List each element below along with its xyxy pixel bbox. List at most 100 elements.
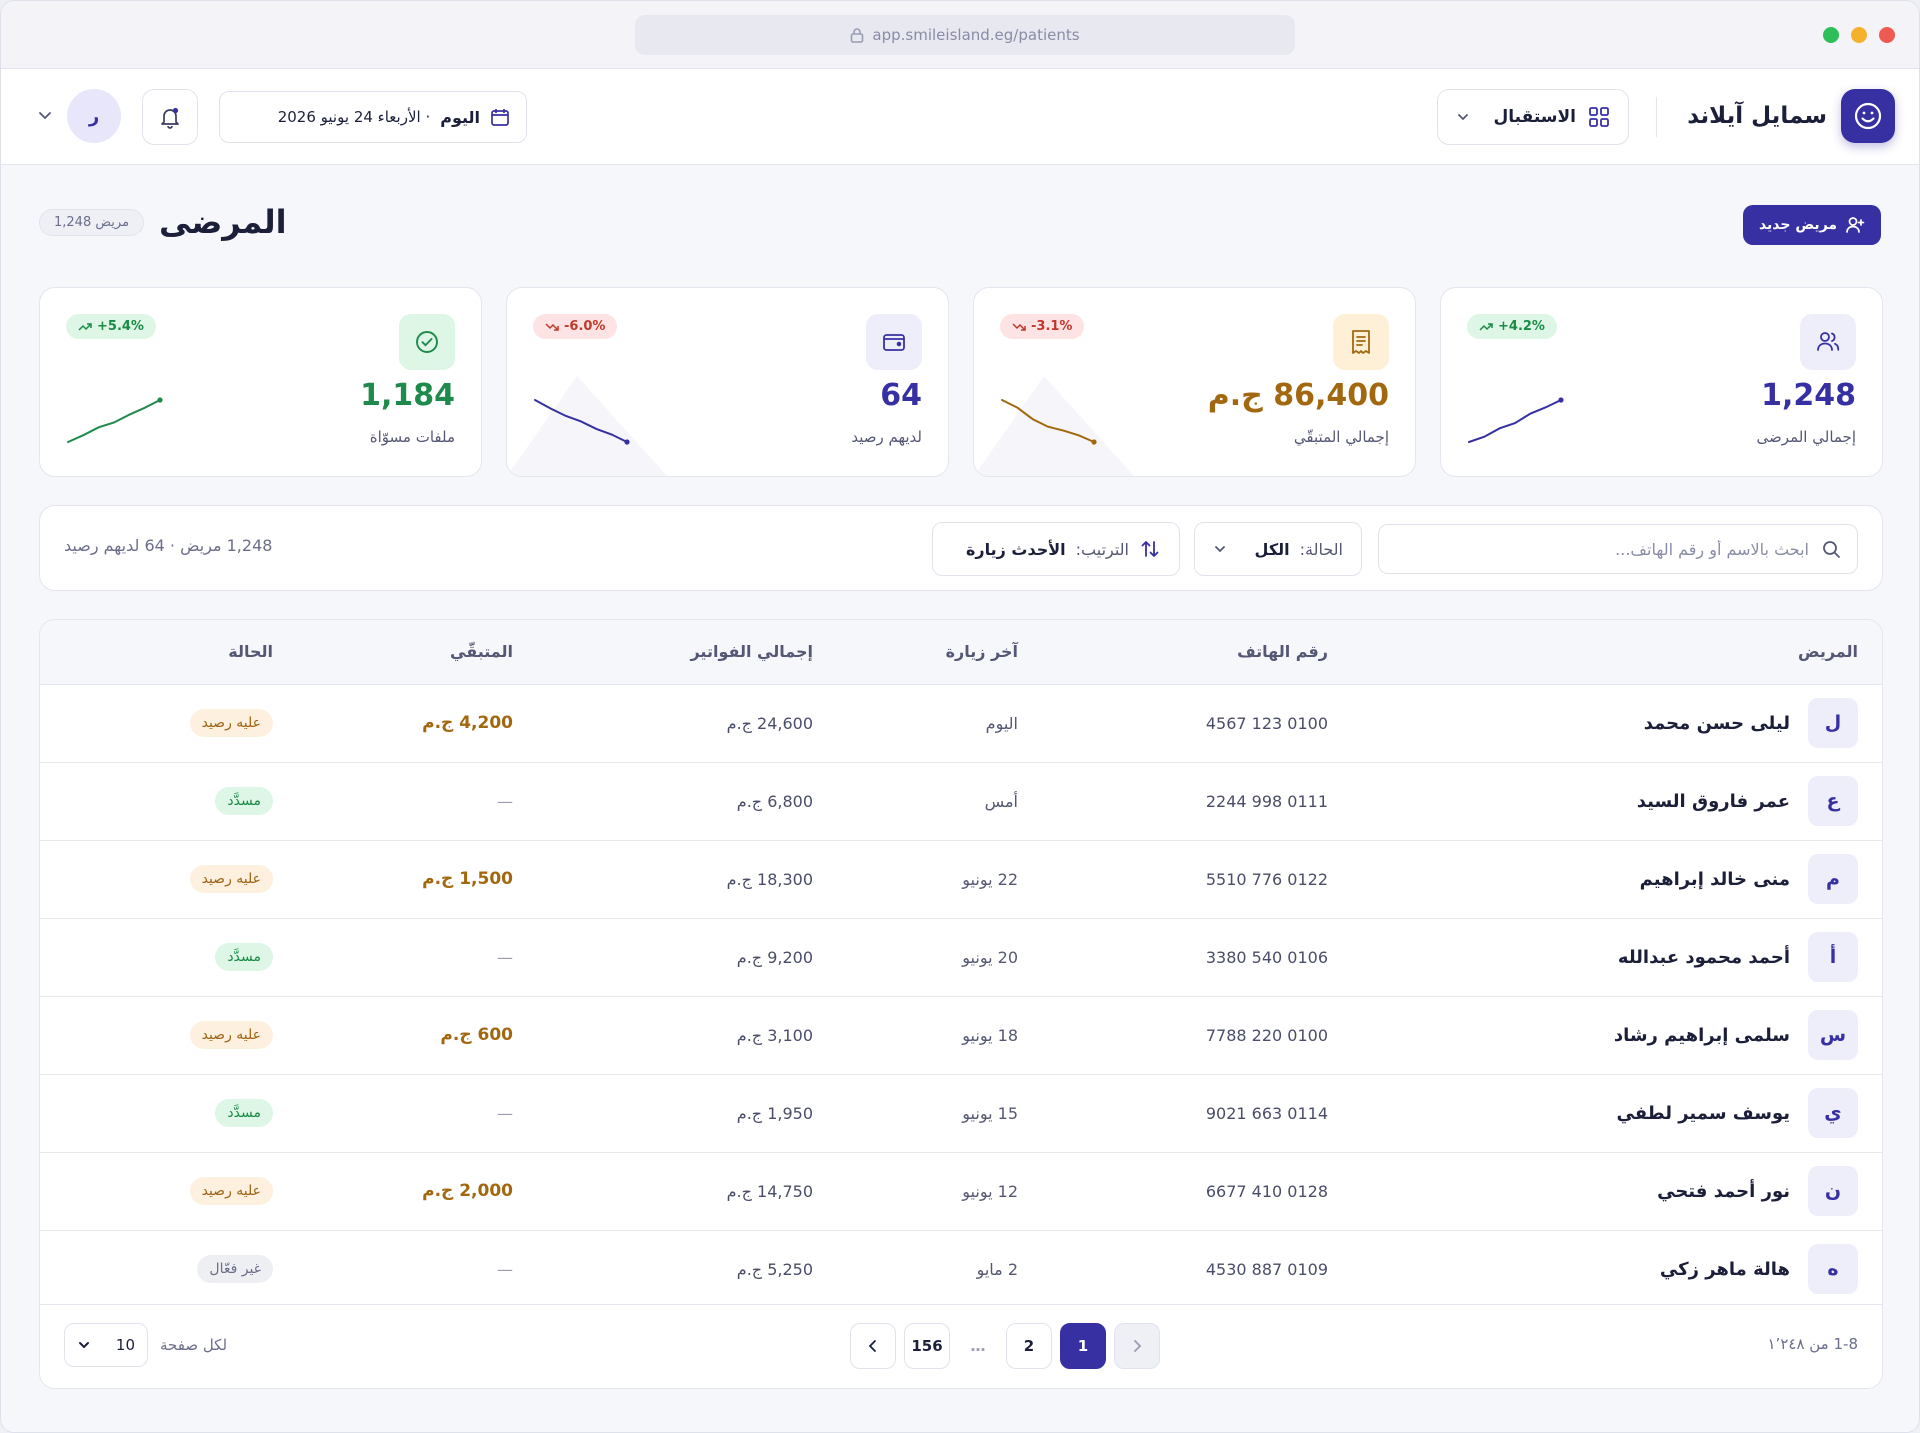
column-header-phone[interactable]: رقم الهاتف [1042, 620, 1352, 685]
page-title: المرضى [159, 203, 287, 241]
table-row[interactable]: أ أحمد محمود عبدالله 0106 540 3380 20 يونيو… [40, 918, 1882, 996]
stat-card-with-balance[interactable]: 64 لديهم رصيد -6.0% [506, 287, 949, 477]
trend-down-icon [1012, 322, 1026, 331]
patient-name[interactable]: هالة ماهر زكي [1659, 1258, 1790, 1280]
patient-name[interactable]: أحمد محمود عبدالله [1617, 946, 1790, 968]
window-controls [1823, 27, 1895, 43]
stat-label: إجمالي المتبقّي [1293, 428, 1389, 446]
table-row[interactable]: ه هالة ماهر زكي 0109 887 4530 2 مايو 5,250 ج… [40, 1230, 1882, 1308]
sparkline-path [534, 399, 628, 443]
patient-phone: 0109 887 4530 [1205, 1259, 1328, 1279]
per-page-select[interactable]: 10 [64, 1323, 148, 1367]
chevron-down-icon[interactable] [37, 107, 53, 123]
status-filter[interactable]: الحالة: الكل [1194, 522, 1362, 576]
chevron-down-icon [1215, 546, 1225, 553]
status-badge: مسدَّد [215, 1099, 273, 1127]
trend-up-icon [78, 322, 92, 331]
pagination: 156 … 2 1 [850, 1323, 1160, 1369]
patient-initial-avatar: أ [1808, 932, 1858, 982]
search-icon [1823, 541, 1840, 558]
status-filter-key: الحالة: [1299, 539, 1343, 559]
stat-change: -6.0% [564, 319, 606, 334]
status-badge: عليه رصيد [189, 865, 273, 893]
page-button-2[interactable]: 2 [1006, 1323, 1052, 1369]
patient-initial-avatar: ن [1808, 1166, 1858, 1216]
patient-total: 14,750 ج.م [726, 1181, 813, 1201]
patient-name[interactable]: نور أحمد فتحي [1657, 1180, 1790, 1202]
table-row[interactable]: س سلمى إبراهيم رشاد 0100 220 7788 18 يونيو 3… [40, 996, 1882, 1074]
next-page-button[interactable] [850, 1323, 896, 1369]
sparkline-with-balance [534, 399, 630, 445]
avatar[interactable]: ر [67, 89, 121, 143]
minimize-dot[interactable] [1851, 27, 1867, 43]
patient-name[interactable]: عمر فاروق السيد [1636, 790, 1790, 812]
browser-chrome: app.smileisland.eg/patients [1, 1, 1919, 69]
patient-total: 6,800 ج.م [736, 791, 813, 811]
address-bar[interactable]: app.smileisland.eg/patients [635, 15, 1295, 55]
status-badge: عليه رصيد [189, 709, 273, 737]
prev-page-button[interactable] [1114, 1323, 1160, 1369]
column-header-status[interactable]: الحالة [40, 620, 297, 685]
patient-total: 9,200 ج.م [736, 947, 813, 967]
brand[interactable]: سمايل آيلاند [1687, 89, 1895, 143]
table-row[interactable]: ي يوسف سمير لطفي 0114 663 9021 15 يونيو 1,95… [40, 1074, 1882, 1152]
column-header-last-visit[interactable]: آخر زيارة [837, 620, 1042, 685]
sort-control[interactable]: الترتيب: الأحدث زيارة [932, 522, 1180, 576]
stat-change-badge: -3.1% [1000, 314, 1085, 339]
close-dot[interactable] [1879, 27, 1895, 43]
users-icon [1800, 314, 1856, 370]
date-display[interactable]: اليوم · الأربعاء 24 يونيو 2026 [219, 91, 527, 143]
patient-initial-avatar: س [1808, 1010, 1858, 1060]
table-row[interactable]: ع عمر فاروق السيد 0111 998 2244 أمس 6,800 ج.… [40, 762, 1882, 840]
stat-value: 1,184 [360, 378, 455, 413]
lock-icon [851, 28, 864, 43]
column-header-patient[interactable]: المريض [1352, 620, 1882, 685]
table-row[interactable]: ن نور أحمد فتحي 0128 410 6677 12 يونيو 14,75… [40, 1152, 1882, 1230]
table-body: ل ليلى حسن محمد 0100 123 4567 اليوم 24,600 ج… [40, 684, 1882, 1308]
patient-initial: أ [1829, 946, 1837, 968]
column-header-due[interactable]: المتبقّي [297, 620, 537, 685]
patient-phone: 0100 220 7788 [1205, 1025, 1328, 1045]
patient-due: — [497, 947, 513, 967]
check-circle-icon [399, 314, 455, 370]
page-button-1[interactable]: 1 [1060, 1323, 1106, 1369]
status-badge: مسدَّد [215, 787, 273, 815]
maximize-dot[interactable] [1823, 27, 1839, 43]
sort-value: الأحدث زيارة [965, 539, 1066, 559]
patient-last-visit: 12 يونيو [962, 1181, 1018, 1201]
column-header-total[interactable]: إجمالي الفواتير [537, 620, 837, 685]
patient-initial: ع [1826, 790, 1840, 812]
patient-initial-avatar: ه [1808, 1244, 1858, 1294]
patient-due: 4,200 ج.م [422, 713, 513, 733]
app-header: سمايل آيلاند الاستقبال اليوم · الأربعاء … [1, 69, 1919, 165]
stat-card-total-due[interactable]: 86,400 ج.م إجمالي المتبقّي -3.1% [973, 287, 1416, 477]
stat-value: 86,400 ج.م [1207, 378, 1389, 413]
table-row[interactable]: ل ليلى حسن محمد 0100 123 4567 اليوم 24,600 ج… [40, 684, 1882, 762]
patient-initial: م [1826, 868, 1840, 890]
page-title-row: مريض جديد [39, 201, 1881, 249]
page-button-156[interactable]: 156 [904, 1323, 950, 1369]
patient-due: 600 ج.م [440, 1025, 513, 1045]
role-switcher[interactable]: الاستقبال [1437, 89, 1629, 145]
new-patient-button[interactable]: مريض جديد [1743, 205, 1881, 245]
patient-name[interactable]: يوسف سمير لطفي [1616, 1102, 1791, 1124]
pagination-range: 1-8 من ١٬٢٤٨ [1767, 1335, 1859, 1353]
search-input[interactable] [1395, 539, 1809, 559]
patient-name[interactable]: منى خالد إبراهيم [1639, 868, 1790, 890]
patient-initial: ن [1824, 1180, 1842, 1202]
stat-card-settled-files[interactable]: 1,184 ملفات مسوّاة +5.4% [39, 287, 482, 477]
chevron-down-icon [79, 1342, 89, 1349]
stat-card-total-patients[interactable]: 1,248 إجمالي المرضى +4.2% [1440, 287, 1883, 477]
stat-change: +4.2% [1498, 319, 1545, 334]
page-title-group: المرضى 1,248 مريض [39, 201, 299, 249]
filter-summary: 1,248 مريض · 64 لديهم رصيد [64, 536, 273, 555]
patient-last-visit: أمس [984, 791, 1018, 811]
status-badge: عليه رصيد [189, 1177, 273, 1205]
patient-name[interactable]: ليلى حسن محمد [1643, 712, 1790, 734]
notifications-button[interactable] [142, 89, 198, 145]
table-row[interactable]: م منى خالد إبراهيم 0122 776 5510 22 يونيو 18… [40, 840, 1882, 918]
search-box[interactable] [1378, 524, 1858, 574]
patient-name[interactable]: سلمى إبراهيم رشاد [1613, 1024, 1790, 1046]
page-ellipsis: … [970, 1337, 986, 1355]
brand-name: سمايل آيلاند [1687, 103, 1827, 129]
